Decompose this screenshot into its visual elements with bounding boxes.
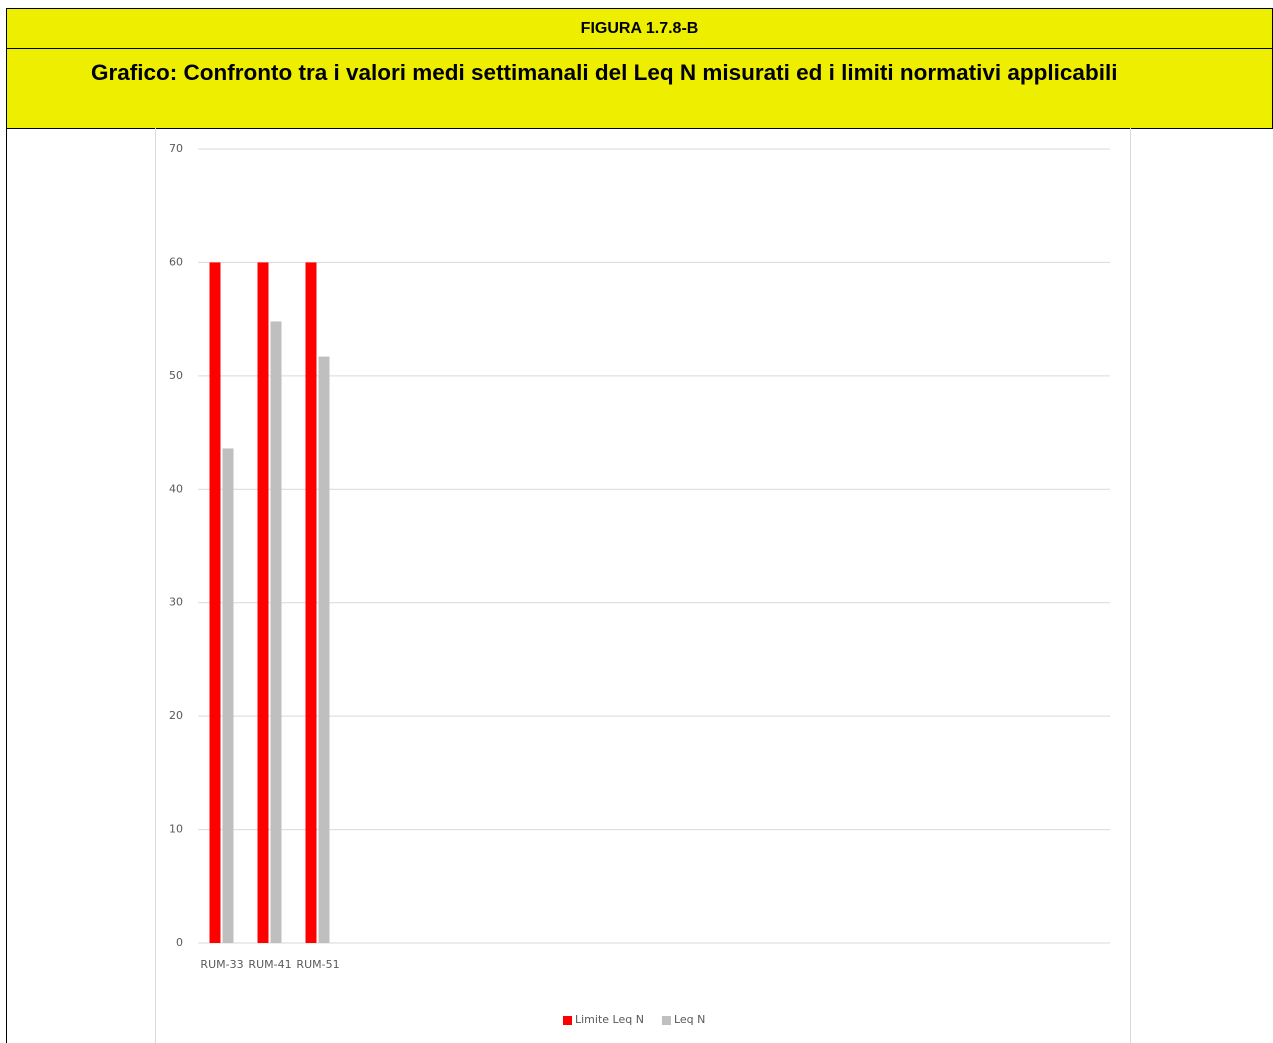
bar bbox=[222, 448, 234, 943]
figure-label: FIGURA 1.7.8-B bbox=[6, 8, 1273, 48]
bar bbox=[318, 356, 330, 943]
y-tick-label: 70 bbox=[169, 142, 183, 155]
legend-swatch bbox=[661, 1016, 671, 1025]
x-tick-label: RUM-33 bbox=[200, 958, 244, 971]
title-row: Grafico: Confronto tra i valori medi set… bbox=[6, 48, 1273, 129]
bar bbox=[257, 262, 269, 943]
bar bbox=[270, 321, 282, 943]
border bbox=[6, 128, 7, 1043]
legend-label: Limite Leq N bbox=[575, 1013, 644, 1026]
chart-frame bbox=[155, 128, 1131, 1043]
y-tick-label: 30 bbox=[169, 596, 183, 609]
figure-title: Grafico: Confronto tra i valori medi set… bbox=[91, 60, 1118, 85]
bar bbox=[305, 262, 317, 943]
y-tick-label: 60 bbox=[169, 255, 183, 268]
x-tick-label: RUM-41 bbox=[248, 958, 292, 971]
y-tick-label: 40 bbox=[169, 482, 183, 495]
y-tick-label: 50 bbox=[169, 369, 183, 382]
legend-swatch bbox=[563, 1016, 572, 1025]
y-tick-label: 20 bbox=[169, 709, 183, 722]
x-tick-label: RUM-51 bbox=[296, 958, 340, 971]
y-tick-label: 10 bbox=[169, 823, 183, 836]
legend-label: Leq N bbox=[674, 1013, 705, 1026]
y-tick-label: 0 bbox=[176, 936, 183, 949]
bar bbox=[209, 262, 221, 943]
